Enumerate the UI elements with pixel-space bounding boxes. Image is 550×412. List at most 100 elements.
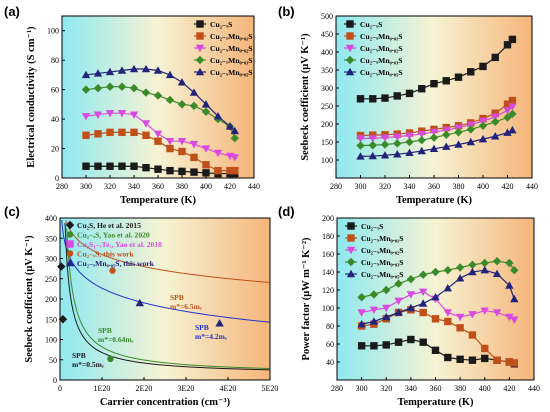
data-point	[225, 122, 235, 130]
x-tick-label: 1E20	[94, 384, 111, 393]
data-point	[165, 95, 175, 105]
data-point	[456, 324, 464, 332]
data-point	[491, 117, 500, 127]
legend-marker	[66, 231, 74, 238]
x-tick-label: 3E20	[178, 384, 195, 393]
data-point	[135, 298, 144, 307]
y-tick-label: 60	[51, 86, 59, 95]
data-point	[455, 263, 465, 272]
x-tick-label: 340	[404, 182, 416, 191]
x-tick-label: 280	[331, 384, 343, 393]
legend-label: Cu₂₋ₓMn₀.₀₁S	[361, 234, 404, 243]
legend-marker	[195, 44, 205, 53]
data-point	[94, 162, 102, 170]
x-tick-label: 360	[428, 182, 440, 191]
data-point	[393, 92, 401, 100]
data-point	[382, 312, 391, 321]
x-tick-label: 420	[224, 182, 236, 191]
y-tick-label: 400	[45, 214, 57, 223]
data-point	[93, 111, 103, 119]
legend-marker	[195, 55, 205, 65]
data-point	[382, 304, 391, 313]
y-axis-label: Seebeck coefficient (μV K⁻¹)	[24, 235, 35, 363]
data-point	[510, 294, 519, 303]
data-point	[202, 161, 210, 169]
data-point	[480, 307, 489, 315]
legend-label: Cu₂₋ₓMn₀.₀₅S	[360, 68, 403, 77]
curve-label: SPB	[98, 326, 112, 335]
data-point	[405, 148, 414, 156]
series-4	[356, 125, 517, 160]
data-point	[142, 131, 150, 139]
data-point	[178, 167, 186, 176]
data-point	[455, 274, 465, 282]
legend-label: Cu₂₋ₓS	[361, 222, 383, 231]
series-4	[81, 64, 239, 135]
y-tick-label: 0	[55, 174, 59, 183]
data-point	[443, 309, 453, 317]
curve-label-mass: m*=4.2mₑ	[195, 332, 227, 341]
data-point	[356, 135, 365, 143]
legend-marker	[347, 234, 355, 242]
x-axis-label: Temperature (K)	[120, 195, 197, 206]
series-2	[357, 288, 519, 324]
data-point	[503, 113, 512, 122]
data-point	[142, 163, 150, 172]
data-point	[109, 267, 116, 274]
x-axis-label: Carrier concentration (cm⁻³)	[100, 397, 231, 408]
x-tick-label: 0	[58, 384, 62, 393]
curve-label-mass: m*=0.64mₑ	[98, 335, 134, 344]
y-tick-label: 100	[322, 304, 334, 313]
data-point	[118, 162, 126, 170]
data-point	[130, 128, 138, 137]
data-point	[370, 342, 378, 350]
data-point	[508, 103, 517, 111]
curve-label: SPB	[170, 293, 184, 302]
y-tick-label: 500	[321, 12, 333, 21]
data-point	[177, 78, 187, 86]
data-point	[369, 95, 377, 103]
data-point	[508, 35, 517, 44]
spb-curve	[66, 228, 271, 370]
panel-tag: (b)	[278, 4, 295, 19]
legend: Cu₂₋ₓS Cu₂₋ₓMn₀.₀₁S Cu₂₋ₓMn₀.₀₂S Cu₂₋ₓMn₀.₀…	[194, 20, 253, 77]
data-point	[468, 260, 477, 269]
y-tick-label: 100	[45, 336, 57, 345]
data-point	[94, 130, 102, 138]
x-tick-label: 400	[477, 182, 489, 191]
data-point	[492, 309, 502, 317]
data-point	[82, 162, 90, 170]
y-axis-label: Power factor (μW m⁻¹ K⁻²)	[301, 237, 312, 361]
y-tick-label: 120	[322, 286, 334, 295]
data-point	[201, 100, 211, 108]
data-point	[491, 132, 500, 140]
data-point	[190, 168, 198, 176]
panel-d: (d) 280 300 320 340 360 380 400 420 440 40 60 80 100 1…	[278, 204, 540, 408]
data-point	[368, 135, 377, 143]
legend-label: Cu₂₋ₓMn₀.₀₅S	[210, 68, 253, 77]
data-point	[481, 344, 489, 353]
x-tick-label: 440	[526, 182, 538, 191]
series-4	[357, 266, 519, 328]
data-point	[381, 94, 389, 102]
y-tick-label: 100	[321, 156, 333, 165]
data-point	[407, 335, 415, 344]
data-point	[503, 107, 512, 115]
data-point	[58, 315, 68, 324]
series-1	[82, 128, 239, 175]
x-axis-label: Temperature (K)	[397, 397, 474, 408]
data-point	[153, 91, 163, 100]
x-tick-label: 280	[56, 182, 68, 191]
data-point	[503, 128, 512, 136]
data-point	[405, 137, 414, 147]
data-point	[81, 85, 91, 94]
data-point	[81, 70, 91, 79]
data-point	[430, 79, 438, 88]
spb-curve	[65, 220, 271, 284]
data-point	[154, 165, 162, 173]
x-tick-label: 380	[176, 182, 188, 191]
data-point	[393, 133, 402, 141]
x-axis-label: Temperature (K)	[396, 195, 473, 206]
data-point	[117, 110, 127, 118]
